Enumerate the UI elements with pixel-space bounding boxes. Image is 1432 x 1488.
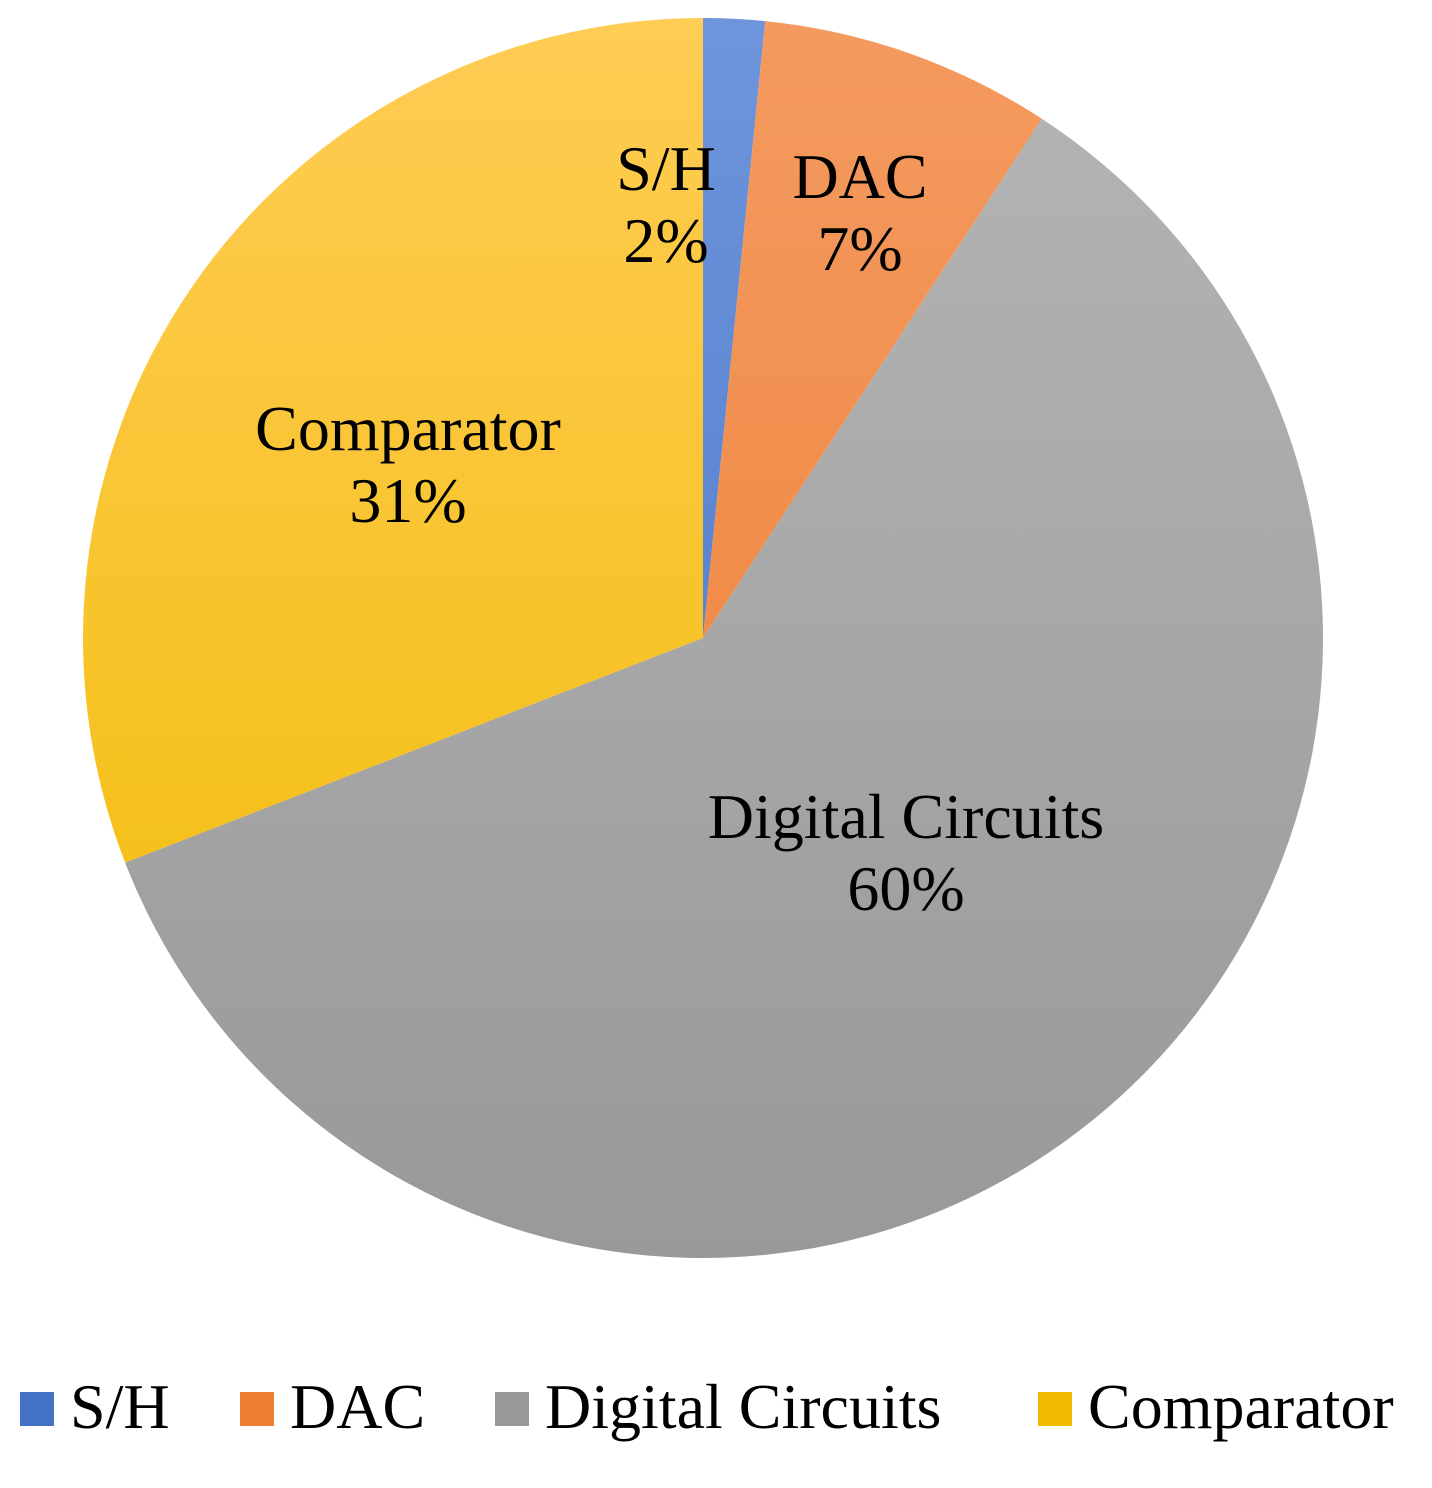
slice-percent-dac: 7% [817, 213, 902, 284]
legend-swatch-comparator [1038, 1392, 1072, 1426]
slice-percent-digital-circuits: 60% [847, 853, 964, 924]
legend-label-digital-circuits: Digital Circuits [545, 1371, 941, 1442]
slice-label-dac: DAC [792, 141, 927, 212]
pie-slice-s-h [703, 18, 766, 638]
pie-slice-digital-circuits [125, 118, 1324, 1259]
legend-swatch-dac [240, 1392, 274, 1426]
slice-percent-comparator: 31% [349, 465, 466, 536]
legend-label-comparator: Comparator [1088, 1371, 1394, 1442]
legend: S/H DAC Digital Circuits Comparator [20, 1371, 1394, 1442]
legend-swatch-digital-circuits [495, 1392, 529, 1426]
legend-label-dac: DAC [290, 1371, 425, 1442]
slice-label-comparator: Comparator [255, 393, 561, 464]
pie-slice-dac [703, 21, 1042, 638]
pie-slice-comparator [83, 18, 703, 863]
legend-label-s-h: S/H [70, 1371, 170, 1442]
slice-label-digital-circuits: Digital Circuits [708, 781, 1104, 852]
legend-swatch-s-h [20, 1392, 54, 1426]
pie-slices [83, 18, 1324, 1259]
slice-percent-s-h: 2% [623, 205, 708, 276]
slice-label-s-h: S/H [616, 133, 716, 204]
